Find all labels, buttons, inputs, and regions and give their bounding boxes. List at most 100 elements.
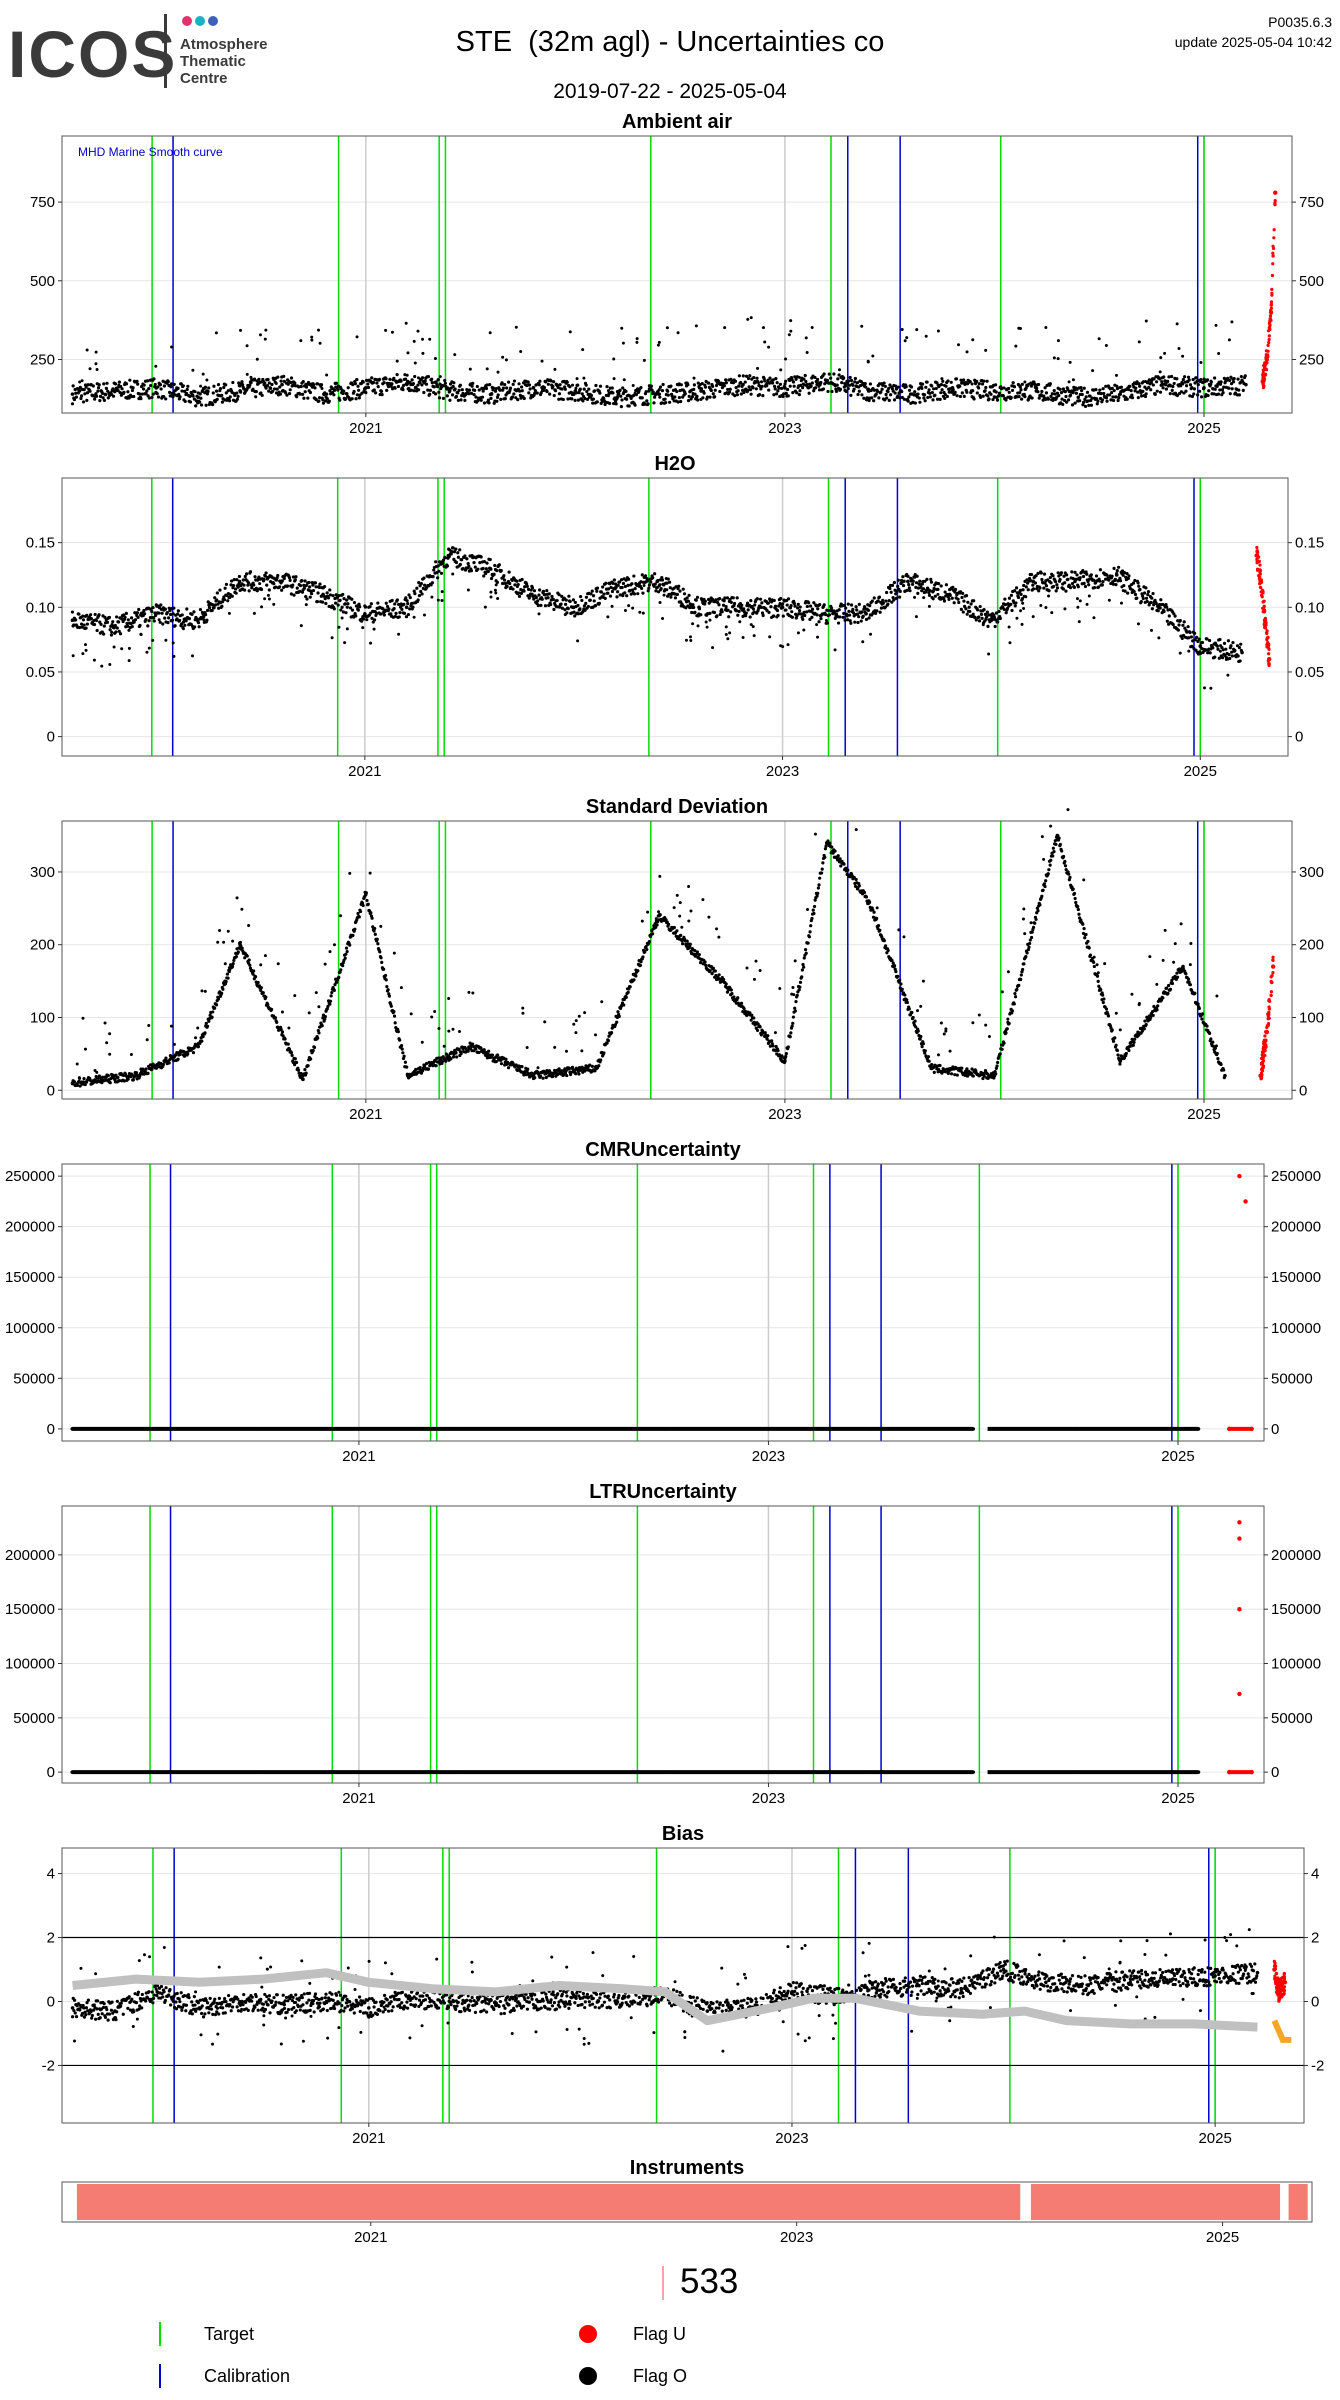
flag-o-point bbox=[1077, 620, 1081, 624]
flag-o-point bbox=[412, 615, 416, 619]
flag-o-point bbox=[780, 386, 784, 390]
flag-o-point bbox=[1010, 608, 1014, 613]
flag-o-point bbox=[100, 391, 105, 395]
x-tick-label: 2025 bbox=[1184, 763, 1217, 780]
flag-o-point bbox=[484, 567, 488, 571]
flag-o-point bbox=[686, 599, 691, 603]
flag-o-point bbox=[1052, 584, 1056, 589]
flag-o-point bbox=[657, 340, 661, 344]
flag-o-point bbox=[156, 395, 161, 399]
flag-o-point bbox=[1007, 390, 1011, 394]
flag-o-point bbox=[304, 1071, 308, 1075]
flag-o-point bbox=[1019, 388, 1023, 392]
flag-o-point bbox=[397, 615, 401, 619]
flag-o-point bbox=[658, 395, 662, 399]
flag-o-point bbox=[1007, 386, 1011, 391]
flag-o-point bbox=[827, 372, 831, 376]
flag-o-point bbox=[573, 389, 578, 393]
flag-o-point bbox=[965, 350, 969, 354]
y-tick-label: 750 bbox=[1299, 194, 1324, 211]
flag-o-point bbox=[488, 383, 492, 387]
flag-o-point bbox=[504, 358, 508, 362]
flag-o-point bbox=[1017, 395, 1021, 399]
flag-o-point bbox=[727, 390, 732, 394]
flag-o-point bbox=[673, 596, 678, 600]
flag-o-point bbox=[181, 384, 185, 388]
y-tick-label: 750 bbox=[30, 194, 55, 211]
flag-o-point bbox=[488, 566, 492, 571]
flag-o-point bbox=[961, 610, 965, 614]
flag-o-point bbox=[749, 598, 753, 603]
flag-o-point bbox=[749, 316, 753, 320]
flag-o-point bbox=[482, 574, 486, 578]
flag-o-point bbox=[192, 610, 196, 614]
flag-o-point bbox=[1074, 391, 1079, 395]
flag-o-point bbox=[196, 395, 201, 400]
flag-o-point bbox=[922, 393, 927, 397]
flag-o-point bbox=[510, 395, 515, 399]
flag-o-point bbox=[655, 579, 660, 584]
flag-o-point bbox=[1160, 382, 1164, 387]
flag-o-point bbox=[361, 617, 366, 621]
flag-o-point bbox=[144, 1067, 148, 1071]
flag-o-point bbox=[965, 390, 969, 394]
flag-o-point bbox=[273, 1016, 278, 1020]
flag-o-point bbox=[172, 654, 176, 658]
flag-o-point bbox=[707, 381, 711, 385]
flag-o-point bbox=[382, 613, 386, 617]
flag-o-point bbox=[337, 975, 341, 979]
flag-o-point bbox=[1075, 573, 1079, 577]
flag-o-point bbox=[983, 389, 987, 393]
flag-o-point bbox=[757, 393, 762, 397]
flag-o-point bbox=[1002, 386, 1006, 390]
flag-o-point bbox=[960, 391, 964, 395]
flag-o-point bbox=[496, 1053, 500, 1057]
flag-o-point bbox=[539, 603, 543, 607]
flag-o-point bbox=[708, 395, 712, 399]
flag-o-point bbox=[107, 615, 112, 620]
flag-o-point bbox=[280, 588, 284, 592]
flag-o-point bbox=[329, 994, 333, 998]
flag-o-point bbox=[869, 632, 873, 636]
flag-o-point bbox=[311, 588, 316, 593]
flag-o-point bbox=[1230, 387, 1234, 391]
flag-o-point bbox=[304, 603, 308, 607]
flag-o-point bbox=[1207, 638, 1212, 643]
flag-o-point bbox=[302, 586, 307, 590]
flag-o-point bbox=[1142, 591, 1147, 595]
flag-o-point bbox=[702, 391, 706, 395]
flag-o-point bbox=[372, 618, 377, 622]
flag-o-point bbox=[392, 1010, 396, 1014]
flag-o-point bbox=[365, 618, 369, 622]
flag-o-point bbox=[177, 392, 181, 396]
flag-o-point bbox=[520, 385, 524, 389]
flag-o-point bbox=[975, 391, 979, 395]
flag-o-point bbox=[1014, 586, 1019, 590]
flag-o-point bbox=[1157, 636, 1161, 640]
flag-o-point bbox=[907, 586, 911, 590]
flag-o-point bbox=[161, 622, 165, 626]
flag-o-point bbox=[463, 554, 467, 558]
flag-o-point bbox=[621, 592, 625, 596]
flag-o-point bbox=[964, 607, 968, 611]
flag-o-point bbox=[568, 330, 572, 334]
flag-o-point bbox=[394, 611, 398, 615]
flag-o-point bbox=[123, 615, 127, 620]
flag-o-point bbox=[191, 368, 195, 372]
flag-o-point bbox=[1105, 399, 1109, 403]
flag-o-point bbox=[459, 398, 463, 402]
flag-o-point bbox=[303, 1067, 307, 1072]
flag-o-point bbox=[483, 605, 487, 609]
flag-o-point bbox=[1228, 656, 1232, 661]
flag-o-point bbox=[612, 377, 616, 381]
flag-o-point bbox=[703, 602, 707, 606]
flag-o-point bbox=[1171, 622, 1175, 627]
flag-o-point bbox=[856, 392, 860, 397]
flag-o-point bbox=[711, 384, 715, 388]
flag-o-point bbox=[1134, 386, 1138, 390]
flag-o-point bbox=[1047, 589, 1051, 593]
flag-o-point bbox=[527, 383, 532, 387]
flag-o-point bbox=[662, 593, 666, 597]
flag-o-point bbox=[260, 605, 264, 609]
flag-o-point bbox=[405, 1065, 409, 1069]
